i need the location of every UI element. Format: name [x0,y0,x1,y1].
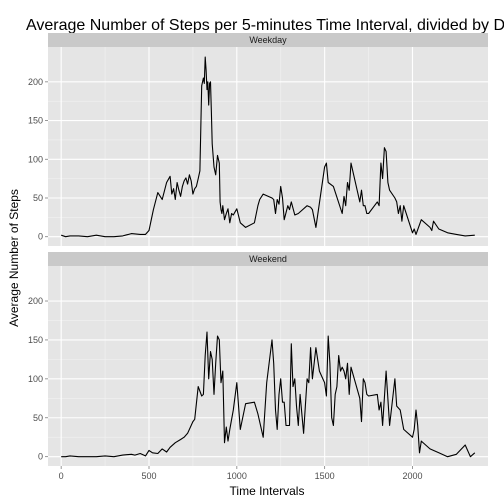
y-tick-label: 150 [28,116,43,126]
y-tick-label: 50 [33,413,43,423]
y-tick-label: 100 [28,374,43,384]
y-tick-label: 150 [28,335,43,345]
facet-strip [48,252,488,266]
x-tick-label: 500 [141,471,156,481]
y-tick-label: 0 [38,232,43,242]
y-tick-label: 50 [33,193,43,203]
x-axis-label: Time Intervals [230,484,305,498]
panel-weekday: Weekday 0 50 100 150 200 [28,33,488,246]
y-tick-label: 0 [38,452,43,462]
facet-strip [48,33,488,47]
y-tick-label: 200 [28,77,43,87]
chart-title: Average Number of Steps per 5-minutes Ti… [26,17,504,34]
y-axis-label: Average Number of Steps [7,189,21,327]
facet-strip-label: Weekday [249,35,287,45]
series-line [61,331,476,458]
x-tick-label: 1500 [315,471,335,481]
x-tick-label: 1000 [227,471,247,481]
series-line [61,56,475,238]
panel-background [48,47,488,246]
y-tick-label: 200 [28,296,43,306]
y-tick-label: 100 [28,154,43,164]
x-tick-label: 0 [59,471,64,481]
panel-background [48,266,488,466]
facet-strip-label: Weekend [249,254,287,264]
x-tick-label: 2000 [402,471,422,481]
